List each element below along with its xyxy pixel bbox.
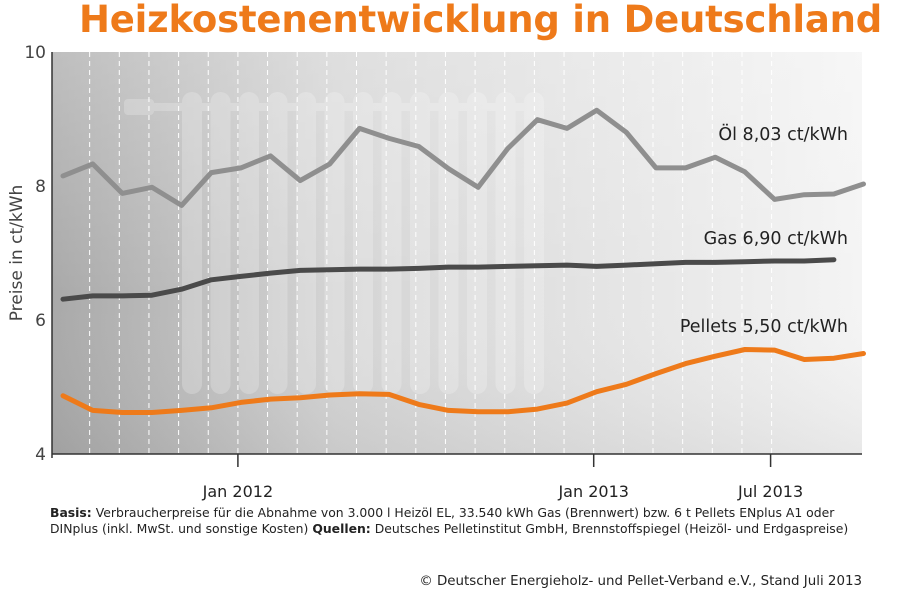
series-lines (60, 107, 866, 415)
plot-background-fade (52, 52, 862, 454)
footnote-sources-text: Deutsches Pelletinstitut GmbH, Brennstof… (374, 521, 849, 536)
series-line-gas (60, 257, 837, 302)
radiator-fin (210, 92, 231, 394)
radiator-fin (438, 92, 459, 394)
radiator-fin (495, 92, 516, 394)
radiator-pipe (150, 103, 540, 111)
radiator-fin (381, 92, 402, 394)
radiator-fin (239, 92, 259, 394)
radiator-fin (267, 92, 288, 394)
series-label-gas: Gas 6,90 ct/kWh (704, 229, 848, 249)
series-label-oel: Öl 8,03 ct/kWh (718, 123, 848, 145)
chart-title: Heizkostenentwicklung in Deutschland (79, 0, 883, 41)
x-tick-label: Jan 2012 (202, 482, 273, 501)
footnote-sources-label: Quellen: (312, 521, 371, 536)
radiator-valve (124, 99, 154, 115)
radiator-fin (324, 92, 345, 394)
y-tick-labels: 4 6 8 10 (24, 43, 46, 465)
radiator-fin (467, 92, 487, 394)
footnote: Basis: Verbraucherpreise für die Abnahme… (50, 505, 876, 537)
x-tick-label: Jul 2013 (737, 482, 803, 501)
radiator-fin (296, 92, 316, 394)
radiator-fin (182, 92, 202, 394)
copyright-notice: © Deutscher Energieholz- und Pellet-Verb… (419, 574, 862, 589)
y-tick-label: 8 (35, 177, 46, 197)
x-tick-labels: Jan 2012 Jan 2013 Jul 2013 (202, 482, 803, 501)
series-label-pellets: Pellets 5,50 ct/kWh (680, 317, 848, 337)
grid-lines (89, 52, 773, 454)
y-tick-label: 6 (35, 311, 46, 331)
y-tick-label: 10 (24, 43, 46, 63)
radiator-fin (353, 92, 373, 394)
y-tick-label: 4 (35, 445, 46, 465)
footnote-basis-text: Verbraucherpreise für die Abnahme von 3.… (50, 505, 835, 536)
series-labels: Öl 8,03 ct/kWh Gas 6,90 ct/kWh Pellets 5,5… (680, 123, 848, 337)
axes (51, 52, 862, 467)
series-line-pellets (60, 347, 866, 415)
radiator-fin (410, 92, 430, 394)
series-line-oel (60, 107, 866, 208)
radiator-watermark (124, 92, 544, 394)
y-axis-label: Preise in ct/kWh (7, 185, 27, 322)
x-tick-label: Jan 2013 (557, 482, 628, 501)
footnote-basis-label: Basis: (50, 505, 92, 520)
